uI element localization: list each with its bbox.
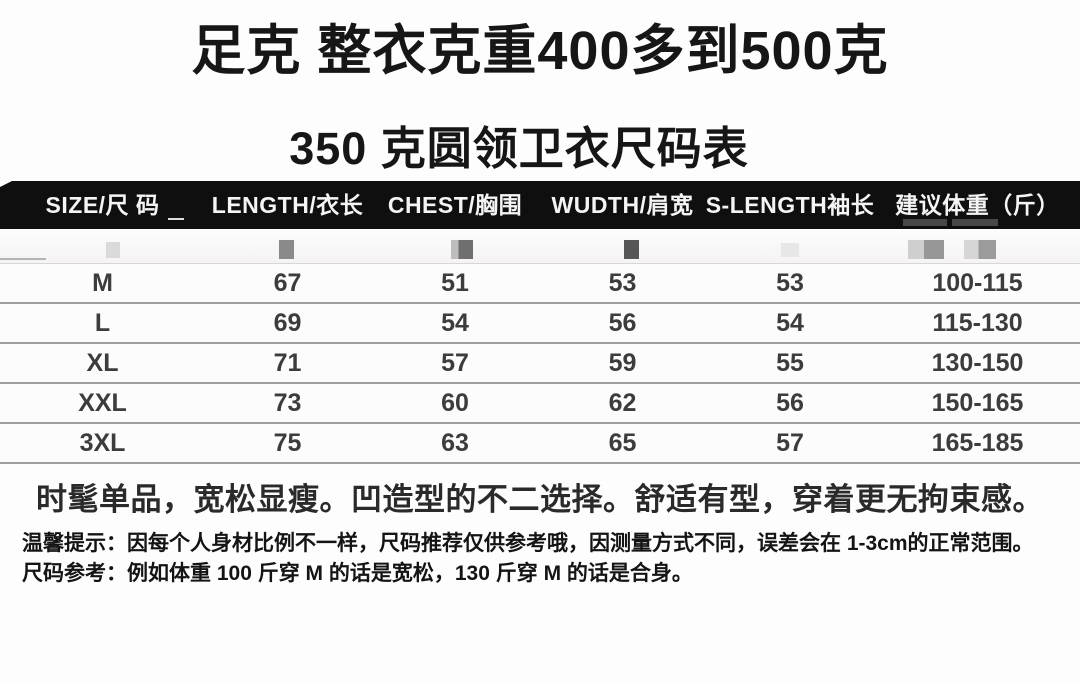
- cell-sleeve: 54: [776, 309, 804, 337]
- cell-size: L: [94, 309, 111, 337]
- cell-length: 75: [273, 429, 302, 457]
- cell-weight: 165-185: [931, 429, 1024, 457]
- redacted-row: [0, 229, 1080, 264]
- cell-size: XL: [86, 349, 119, 377]
- cell-weight: 115-130: [932, 309, 1023, 337]
- censor-artifact: [106, 242, 120, 258]
- page-title: 足克 整衣克重400多到500克: [191, 21, 889, 81]
- cell-shoulder: 53: [608, 269, 637, 297]
- censor-artifact: [0, 258, 46, 260]
- cell-chest: 54: [441, 309, 469, 337]
- censor-artifact: [903, 219, 947, 226]
- cell-chest: 51: [441, 269, 469, 297]
- table-row: XL 71 57 59 55 130-150: [0, 342, 1080, 382]
- column-header-sleeve: S-LENGTH袖长: [705, 192, 875, 218]
- table-row: M 67 51 53 53 100-115: [0, 264, 1080, 302]
- cell-length: 71: [273, 349, 302, 377]
- censor-artifact: [964, 240, 996, 259]
- censor-artifact: [908, 240, 944, 259]
- table-row: L 69 54 56 54 115-130: [0, 302, 1080, 342]
- column-header-weight: 建议体重（斤）: [895, 192, 1060, 218]
- column-header-chest: CHEST/胸围: [387, 192, 523, 218]
- size-table: SIZE/尺 码 LENGTH/衣长 CHEST/胸围 WUDTH/肩宽 S-L…: [0, 181, 1080, 464]
- cell-length: 73: [273, 389, 302, 417]
- censor-artifact: [781, 243, 799, 257]
- cell-shoulder: 62: [608, 389, 637, 417]
- column-header-length: LENGTH/衣长: [211, 192, 364, 218]
- cell-sleeve: 55: [776, 349, 804, 377]
- table-header-row: SIZE/尺 码 LENGTH/衣长 CHEST/胸围 WUDTH/肩宽 S-L…: [0, 181, 1080, 229]
- censor-artifact: [168, 218, 184, 220]
- cell-weight: 130-150: [931, 349, 1024, 377]
- censor-artifact: [952, 219, 998, 226]
- table-body: M 67 51 53 53 100-115 L 69 54 56 54 115-…: [0, 264, 1080, 464]
- table-row: 3XL 75 63 65 57 165-185: [0, 422, 1080, 462]
- cell-shoulder: 56: [608, 309, 637, 337]
- cell-chest: 57: [441, 349, 469, 377]
- cell-length: 69: [273, 309, 302, 337]
- cell-size: 3XL: [79, 429, 126, 457]
- cell-shoulder: 65: [608, 429, 637, 457]
- censor-artifact: [279, 240, 294, 259]
- column-header-size: SIZE/尺 码: [45, 192, 160, 218]
- censor-artifact: [451, 240, 473, 259]
- censor-artifact: [624, 240, 639, 259]
- cell-size: XXL: [78, 389, 127, 417]
- cell-weight: 100-115: [932, 269, 1023, 297]
- cell-length: 67: [273, 269, 302, 297]
- column-header-shoulder: WUDTH/肩宽: [551, 192, 694, 218]
- tip-size-reference: 尺码参考：例如体重 100 斤穿 M 的话是宽松，130 斤穿 M 的话是合身。: [22, 562, 693, 585]
- promo-text: 时髦单品，宽松显瘦。凹造型的不二选择。舒适有型，穿着更无拘束感。: [36, 482, 1044, 517]
- chart-subtitle: 350 克圆领卫衣尺码表: [289, 123, 749, 174]
- cell-chest: 63: [441, 429, 469, 457]
- cell-chest: 60: [441, 389, 469, 417]
- cell-sleeve: 57: [776, 429, 804, 457]
- cell-size: M: [92, 269, 113, 297]
- cell-shoulder: 59: [608, 349, 637, 377]
- table-row: XXL 73 60 62 56 150-165: [0, 382, 1080, 422]
- cell-sleeve: 53: [776, 269, 804, 297]
- tip-warm-note: 温馨提示：因每个人身材比例不一样，尺码推荐仅供参考哦，因测量方式不同，误差会在 …: [22, 532, 1034, 555]
- cell-weight: 150-165: [931, 389, 1024, 417]
- cell-sleeve: 56: [776, 389, 804, 417]
